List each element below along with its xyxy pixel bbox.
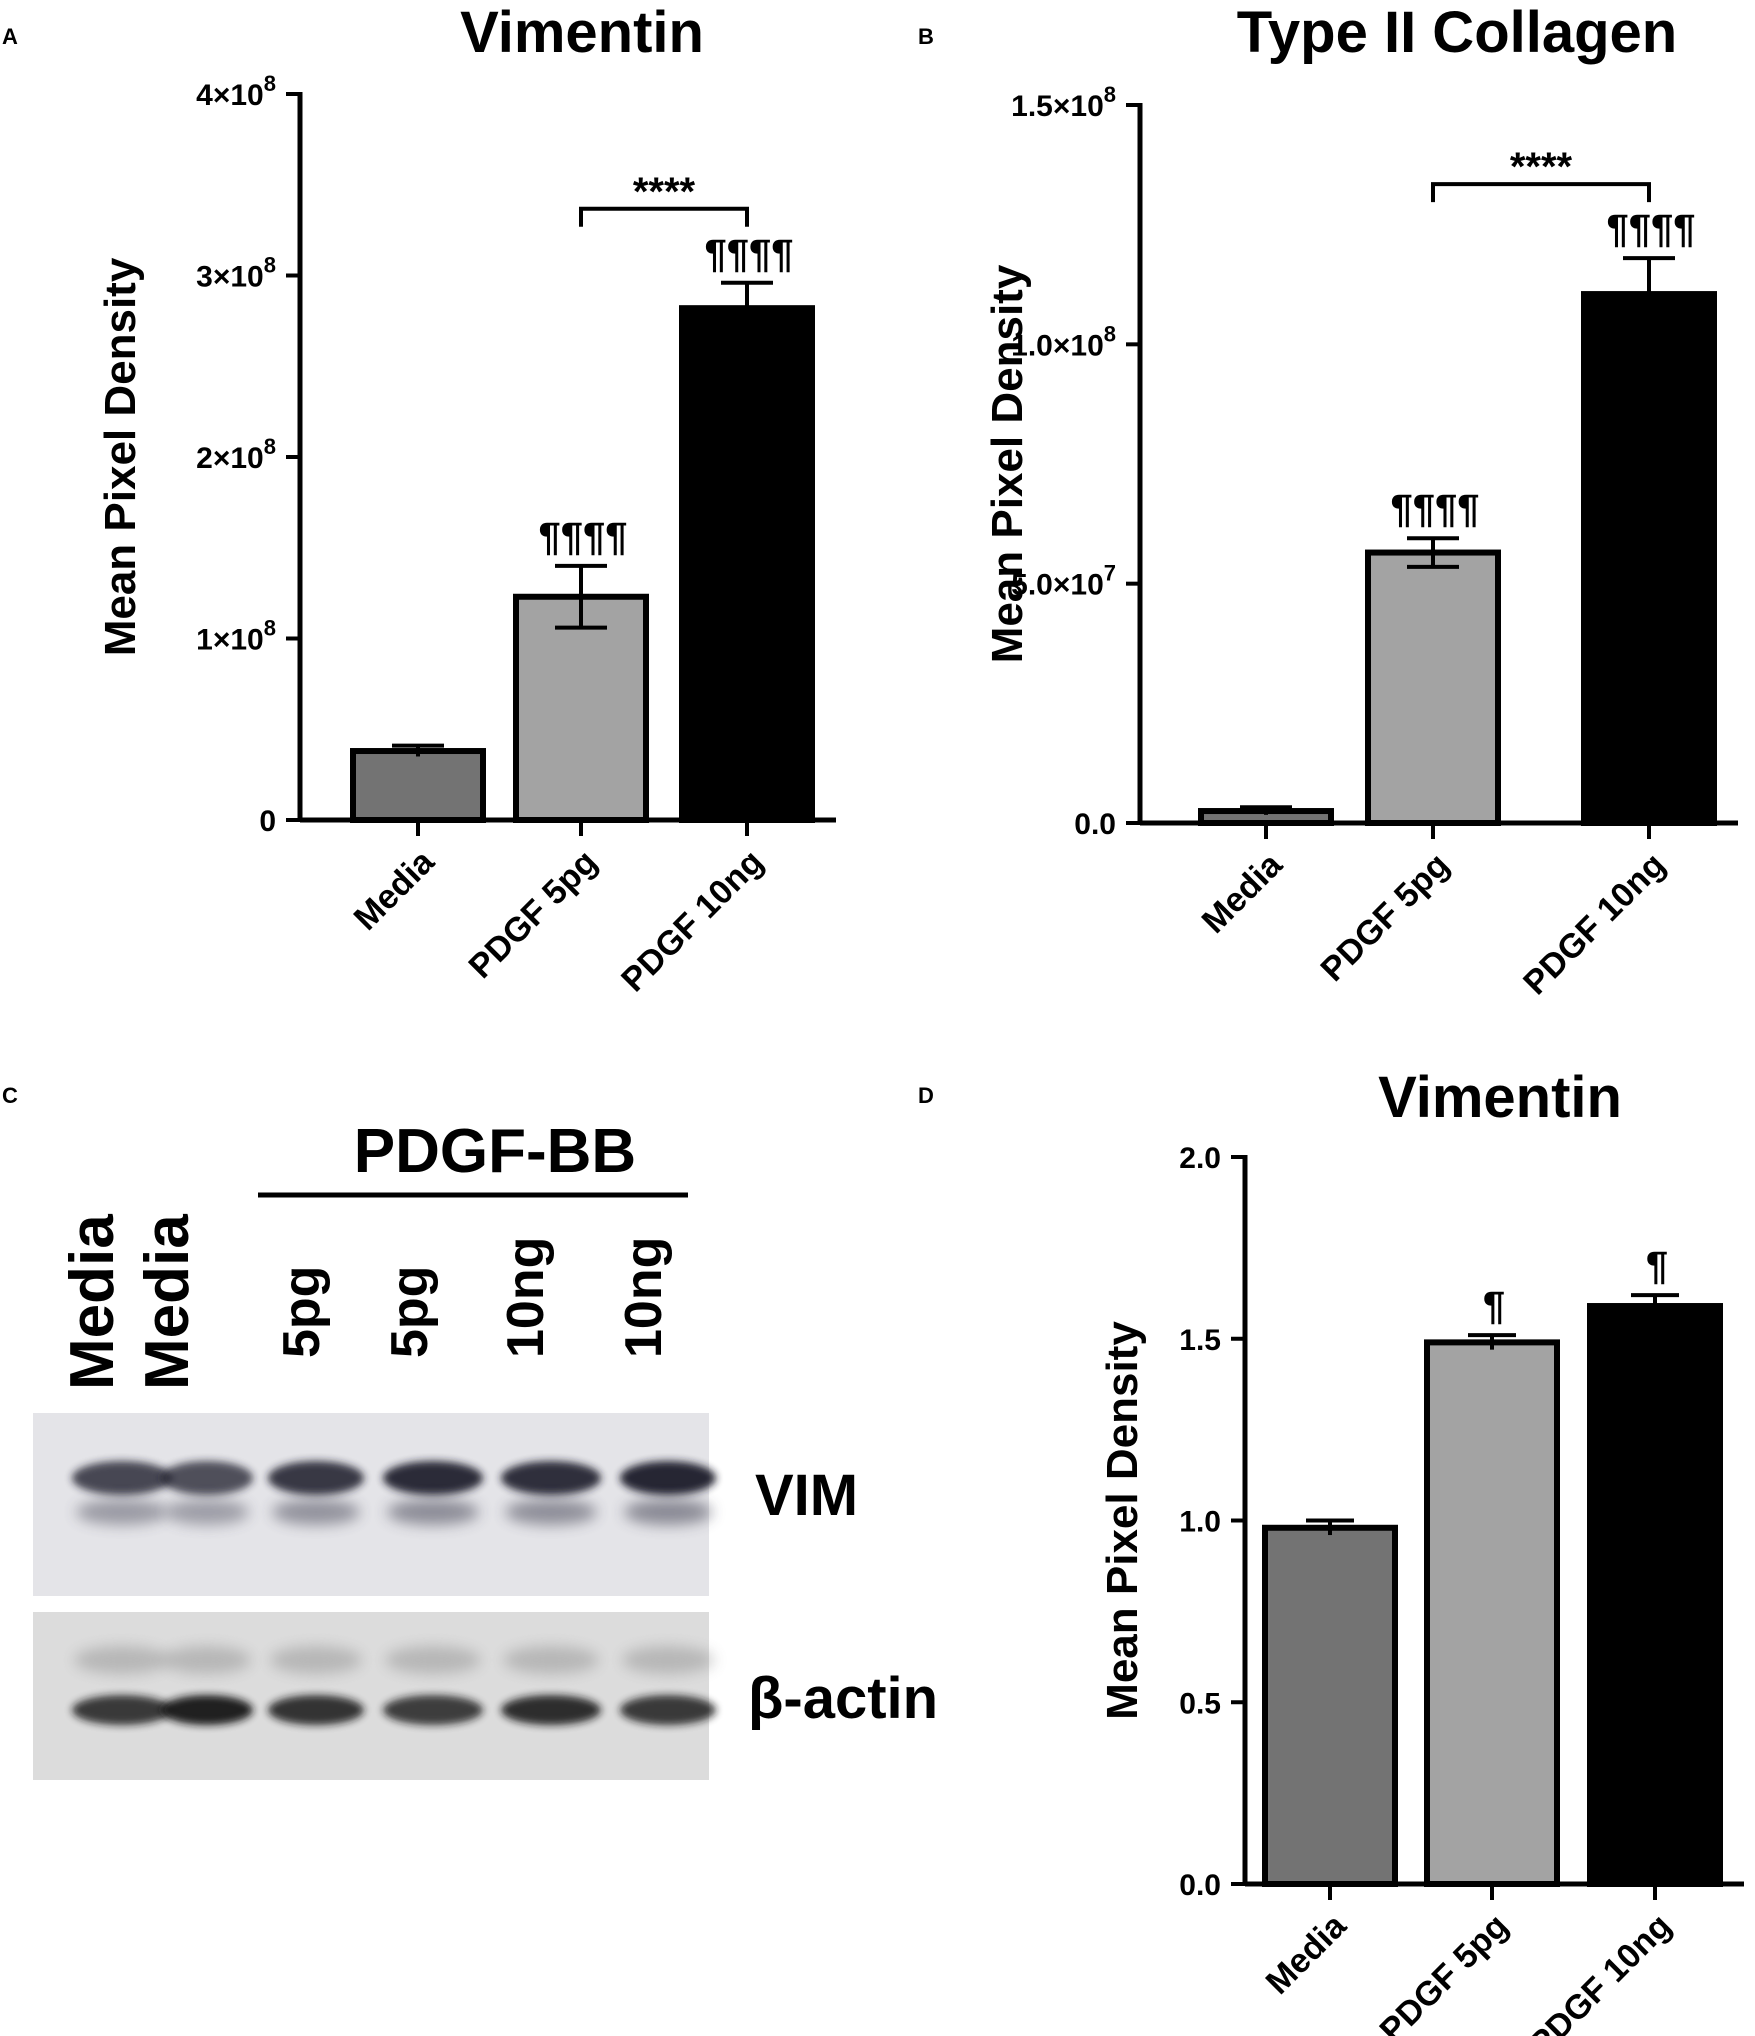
panel-letter-c: C: [2, 1083, 18, 1108]
y-tick-label: 4×108: [196, 71, 276, 112]
vim-band: [268, 1461, 364, 1495]
x-tick-label: PDGF 10ng: [1516, 846, 1672, 1002]
chart-title: Type II Collagen: [1237, 0, 1677, 65]
x-tick-label: PDGF 10ng: [1522, 1907, 1678, 2036]
x-tick-label: PDGF 5pg: [1314, 846, 1457, 989]
x-tick-label: PDGF 10ng: [614, 843, 770, 999]
vim-band-lower: [505, 1499, 597, 1525]
x-tick-label: PDGF 5pg: [1373, 1907, 1516, 2036]
blot-bands-actin: [72, 1646, 716, 1725]
comparison-label: ****: [633, 170, 696, 214]
actin-smear: [163, 1646, 251, 1674]
y-tick-label: 2.0: [1179, 1142, 1221, 1175]
bar-pdgf-5pg: [1365, 549, 1501, 826]
chart-type-ii-collagen: Type II Collagen Mean Pixel Density Media ¶…: [983, 0, 1738, 1002]
blot-lane-label: 5pg: [273, 1266, 331, 1358]
actin-smear: [503, 1646, 599, 1674]
vim-band-lower: [624, 1499, 712, 1525]
vim-band: [501, 1461, 601, 1495]
y-tick-label: 1.0: [1179, 1506, 1221, 1539]
actin-smear: [270, 1646, 362, 1674]
significance-marker: ¶¶¶¶: [1607, 207, 1696, 251]
actin-band: [501, 1695, 601, 1725]
x-tick-label: Media: [1195, 845, 1291, 941]
y-axis-label: Mean Pixel Density: [983, 264, 1032, 663]
vim-band: [161, 1461, 253, 1495]
vim-band-lower: [387, 1499, 479, 1525]
blot-lane-label: Media: [58, 1214, 127, 1390]
blot-band-name-actin: β-actin: [748, 1666, 938, 1731]
x-tick-label: Media: [347, 842, 443, 938]
vim-band: [383, 1461, 483, 1495]
vim-band-lower: [165, 1499, 249, 1525]
significance-marker: ¶: [1483, 1284, 1505, 1328]
vim-band-lower: [272, 1499, 360, 1525]
y-tick-label: 1.5: [1179, 1324, 1221, 1357]
y-tick-label: 0.5: [1179, 1687, 1221, 1720]
y-tick-label: 1.5×108: [1011, 82, 1116, 123]
comparison-bracket: [579, 206, 749, 227]
x-tick-label: Media: [1259, 1906, 1355, 2002]
actin-smear: [74, 1646, 170, 1674]
panel-letter-b: B: [918, 24, 934, 49]
y-axis-label: Mean Pixel Density: [96, 257, 145, 656]
x-tick-label: PDGF 5pg: [462, 843, 605, 986]
y-axis-label: Mean Pixel Density: [1098, 1321, 1147, 1720]
bar-pdgf-10ng: [679, 305, 815, 823]
vim-band-lower: [76, 1499, 168, 1525]
y-tick-label: 0.0: [1179, 1869, 1221, 1902]
chart-title: Vimentin: [1378, 1065, 1622, 1130]
western-blot: PDGF-BB Media Media 5pg 5pg 10ng 10ng VIM β-a…: [33, 1117, 938, 1780]
bar-media: [350, 748, 486, 824]
bar-pdgf-5pg: [513, 593, 649, 823]
actin-band: [161, 1695, 253, 1725]
actin-smear: [622, 1646, 714, 1674]
panel-letter-a: A: [2, 24, 18, 49]
blot-lane-label: 10ng: [615, 1237, 673, 1358]
comparison-label: ****: [1510, 145, 1573, 189]
chart-vimentin-d: Vimentin Mean Pixel Density Media ¶ PDGF 5pg…: [1098, 1065, 1744, 2036]
chart-vimentin-a: Vimentin Mean Pixel Density Media ¶¶¶¶ PDGF …: [96, 0, 836, 999]
blot-lane-label: 10ng: [497, 1237, 555, 1358]
actin-smear: [385, 1646, 481, 1674]
y-tick-label: 3×108: [196, 253, 276, 294]
significance-marker: ¶¶¶¶: [705, 232, 794, 276]
bar-pdgf-10ng: [1581, 291, 1717, 827]
blot-lane-label: Media: [133, 1214, 202, 1390]
significance-marker: ¶¶¶¶: [1391, 487, 1480, 531]
y-tick-label: 0: [259, 805, 276, 838]
blot-lane-label: 5pg: [381, 1266, 439, 1358]
y-tick-label: 0.0: [1074, 808, 1116, 841]
actin-band: [72, 1695, 172, 1725]
vim-band: [620, 1461, 716, 1495]
comparison-bracket: [1431, 182, 1651, 203]
bar-pdgf-5pg: [1424, 1339, 1560, 1887]
bar-media: [1262, 1524, 1398, 1888]
actin-band: [620, 1695, 716, 1725]
vim-band: [72, 1461, 172, 1495]
chart-title: Vimentin: [460, 0, 704, 65]
significance-marker: ¶: [1646, 1244, 1668, 1288]
actin-band: [383, 1695, 483, 1725]
blot-bands-vim: [72, 1461, 716, 1525]
bar-pdgf-10ng: [1587, 1303, 1723, 1888]
y-tick-label: 1×108: [196, 616, 276, 657]
blot-group-label: PDGF-BB: [354, 1117, 636, 1186]
significance-marker: ¶¶¶¶: [539, 515, 628, 559]
blot-band-name-vim: VIM: [755, 1463, 858, 1528]
y-tick-label: 2×108: [196, 434, 276, 475]
panel-letter-d: D: [918, 1083, 934, 1108]
blot-lane-labels: Media Media 5pg 5pg 10ng 10ng: [58, 1214, 673, 1390]
blot-membrane-actin: [33, 1612, 709, 1780]
actin-band: [268, 1695, 364, 1725]
